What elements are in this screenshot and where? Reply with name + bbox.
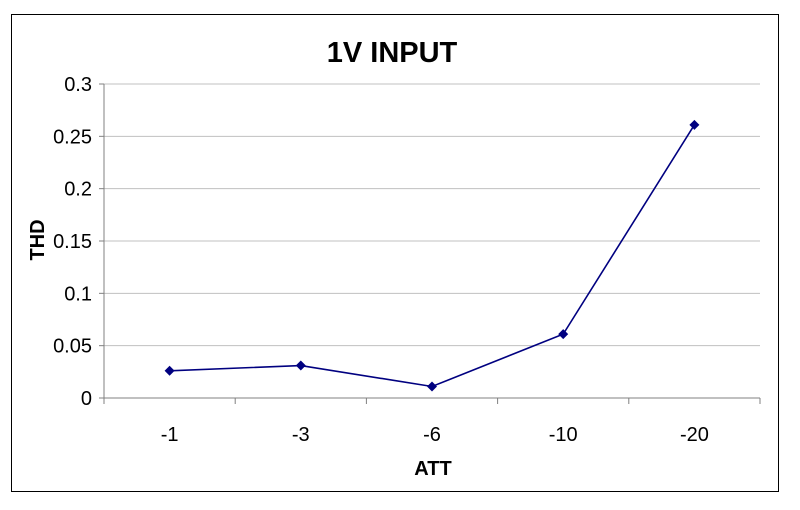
y-tick-label-4: 0.2: [64, 179, 92, 201]
data-point-1: [295, 360, 306, 371]
y-tick-label-1: 0.05: [53, 336, 92, 358]
chart-title: 1V INPUT: [327, 37, 458, 69]
x-tick-label-4: -20: [680, 424, 709, 446]
y-tick-label-2: 0.1: [64, 283, 92, 305]
y-tick-label-5: 0.25: [53, 126, 92, 148]
y-tick-label-0: 0: [81, 388, 92, 410]
x-tick-label-3: -10: [549, 424, 578, 446]
y-tick-label-6: 0.3: [64, 74, 92, 96]
data-point-2: [427, 381, 437, 392]
gridlines: [104, 83, 760, 347]
series-line: [169, 124, 696, 388]
series-thd: [164, 119, 700, 392]
y-axis-label: THD: [27, 219, 49, 260]
x-axis-label: ATT: [414, 458, 451, 480]
data-point-3: [558, 329, 569, 340]
x-tick-label-1: -3: [292, 424, 310, 446]
axes: [99, 83, 761, 404]
x-tick-label-0: -1: [161, 424, 179, 446]
x-tick-label-2: -6: [423, 424, 441, 446]
x-tick-labels: -1 -3 -6 -10 -20: [161, 424, 709, 446]
y-tick-labels: 0 0.05 0.1 0.15 0.2 0.25 0.3: [53, 74, 92, 410]
data-point-4: [689, 119, 700, 130]
chart-frame: [11, 14, 779, 492]
y-tick-label-3: 0.15: [53, 231, 92, 253]
data-point-0: [164, 365, 175, 376]
